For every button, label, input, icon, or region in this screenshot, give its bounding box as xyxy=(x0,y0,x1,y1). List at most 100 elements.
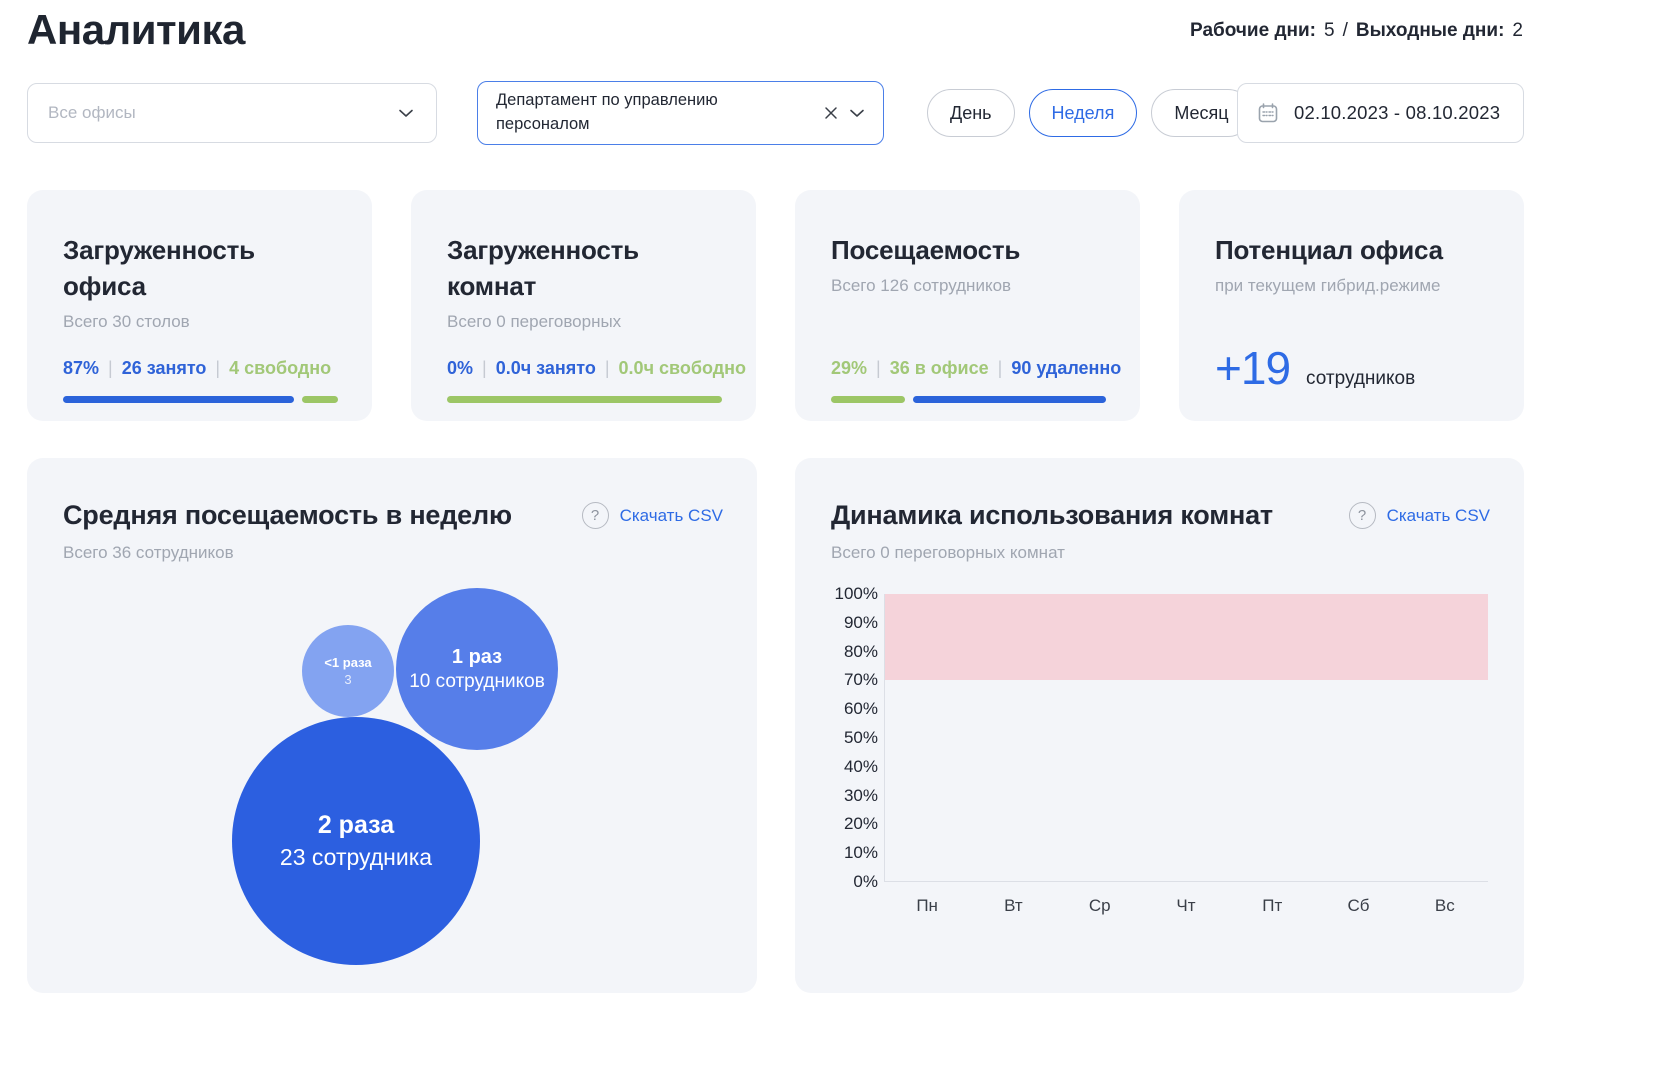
target-zone-band xyxy=(885,594,1488,680)
download-csv-link[interactable]: Скачать CSV xyxy=(619,505,723,525)
progress-bar xyxy=(831,396,1106,403)
download-csv-link[interactable]: Скачать CSV xyxy=(1386,505,1490,525)
stat-free: 0.0ч свободно xyxy=(618,358,747,378)
potential-unit: сотрудников xyxy=(1306,368,1416,389)
period-month-button[interactable]: Месяц xyxy=(1151,89,1252,137)
office-select[interactable]: Все офисы xyxy=(27,83,437,143)
stat-divider: | xyxy=(876,358,881,378)
stat-divider: | xyxy=(215,358,221,378)
chevron-down-icon xyxy=(396,103,416,123)
panel-header: Средняя посещаемость в неделю ? Скачать … xyxy=(63,500,723,531)
period-day-button[interactable]: День xyxy=(927,89,1015,137)
help-icon[interactable]: ? xyxy=(581,502,609,529)
stat-divider: | xyxy=(482,358,487,378)
progress-bar xyxy=(447,396,722,403)
card-subtitle: Всего 126 сотрудников xyxy=(831,276,1012,295)
stat-card-attendance: Посещаемость Всего 126 сотрудников 29% |… xyxy=(795,190,1140,421)
y-tick: 0% xyxy=(853,872,878,891)
bubble-value: 3 xyxy=(344,672,352,687)
y-tick: 20% xyxy=(843,814,878,833)
department-select-value: Департамент по управлению персоналом xyxy=(496,91,718,133)
period-week-button[interactable]: Неделя xyxy=(1028,89,1138,137)
stat-cards-row: Загруженность офиса Всего 30 столов 87% … xyxy=(27,190,1524,421)
card-stats: 29% | 36 в офисе | 90 удаленно xyxy=(831,358,1121,379)
progress-segment-blue xyxy=(913,396,1106,403)
card-subtitle: Всего 30 столов xyxy=(63,312,190,331)
calendar-icon xyxy=(1256,101,1280,125)
office-select-placeholder: Все офисы xyxy=(48,103,136,122)
y-tick: 90% xyxy=(843,613,878,632)
y-tick: 30% xyxy=(843,786,878,805)
x-tick: Вт xyxy=(1004,896,1023,915)
stat-pct: 29% xyxy=(831,358,868,378)
attendance-panel: Средняя посещаемость в неделю ? Скачать … xyxy=(27,458,757,993)
days-summary: Рабочие дни: 5 / Выходные дни: 2 xyxy=(1190,20,1523,42)
date-range-picker[interactable]: 02.10.2023 - 08.10.2023 xyxy=(1237,83,1524,143)
period-switcher: День Неделя Месяц xyxy=(927,89,1252,137)
weekends-value: 2 xyxy=(1512,20,1523,41)
x-tick: Ср xyxy=(1088,896,1111,915)
department-select[interactable]: Департамент по управлению персоналом xyxy=(477,81,884,145)
workdays-value: 5 xyxy=(1324,20,1335,41)
x-axis: Пн Вт Ср Чт Пт Сб Вс xyxy=(884,896,1488,916)
bubble-label: 2 раза xyxy=(317,811,395,839)
help-icon[interactable]: ? xyxy=(1348,502,1376,529)
panel-subtitle: Всего 36 сотрудников xyxy=(63,543,234,562)
x-tick: Пт xyxy=(1262,896,1283,915)
y-tick: 100% xyxy=(834,584,878,603)
card-stats: 0% | 0.0ч занято | 0.0ч свободно xyxy=(447,358,746,379)
x-tick: Вс xyxy=(1434,896,1455,915)
progress-segment-green xyxy=(831,396,906,403)
date-range-value: 02.10.2023 - 08.10.2023 xyxy=(1294,102,1501,123)
card-subtitle: Всего 0 переговорных xyxy=(447,312,622,331)
csv-actions: ? Скачать CSV xyxy=(581,502,723,529)
card-subtitle: при текущем гибрид.режиме xyxy=(1215,276,1441,295)
stat-card-potential: Потенциал офиса при текущем гибрид.режим… xyxy=(1179,190,1524,421)
stat-free: 4 свободно xyxy=(229,358,332,378)
plot-area xyxy=(884,594,1488,882)
x-tick: Сб xyxy=(1347,896,1370,915)
y-tick: 70% xyxy=(843,670,878,689)
weekends-label: Выходные дни: xyxy=(1355,20,1505,41)
stat-card-rooms-load: Загруженность комнат Всего 0 переговорны… xyxy=(411,190,756,421)
bubble-chart: <1 раза 3 1 раз 10 сотрудников 2 раза 23… xyxy=(27,458,757,993)
panel-subtitle: Всего 0 переговорных комнат xyxy=(831,543,1065,562)
workdays-label: Рабочие дни: xyxy=(1190,20,1316,41)
stat-divider: | xyxy=(108,358,113,378)
progress-segment-blue xyxy=(63,396,294,403)
stat-divider: | xyxy=(997,358,1003,378)
bubble-lt1[interactable]: <1 раза 3 xyxy=(302,625,394,717)
panel-title: Средняя посещаемость в неделю xyxy=(63,500,512,530)
progress-segment-green xyxy=(302,396,338,403)
stat-card-office-load: Загруженность офиса Всего 30 столов 87% … xyxy=(27,190,372,421)
rooms-panel: Динамика использования комнат ? Скачать … xyxy=(795,458,1524,993)
card-title: Потенциал офиса xyxy=(1215,235,1443,265)
card-stats: 87% | 26 занято | 4 свободно xyxy=(63,358,338,379)
card-title: Загруженность комнат xyxy=(447,235,639,301)
x-tick: Чт xyxy=(1176,896,1196,915)
chevron-down-icon[interactable] xyxy=(847,103,867,123)
bubble-label: 1 раз xyxy=(451,645,503,668)
bubble-1[interactable]: 1 раз 10 сотрудников xyxy=(396,588,558,750)
y-axis: 100% 90% 80% 70% 60% 50% 40% 30% 20% 10%… xyxy=(795,584,878,891)
bubble-label: <1 раза xyxy=(324,655,372,670)
potential-value-line: +19 сотрудников xyxy=(1215,341,1490,407)
x-tick: Пн xyxy=(916,896,938,915)
page-title: Аналитика xyxy=(27,6,245,53)
bubble-2[interactable]: 2 раза 23 сотрудника xyxy=(232,717,480,965)
csv-actions: ? Скачать CSV xyxy=(1348,502,1490,529)
clear-selection-icon[interactable] xyxy=(821,103,841,123)
progress-bar xyxy=(63,396,338,403)
bubble-value: 10 сотрудников xyxy=(409,670,545,692)
stat-pct: 87% xyxy=(63,358,100,378)
y-tick: 80% xyxy=(843,642,878,661)
days-separator: / xyxy=(1342,20,1348,41)
stat-pct: 0% xyxy=(447,358,474,378)
y-tick: 60% xyxy=(843,699,878,718)
card-title: Посещаемость xyxy=(831,235,1021,265)
stat-divider: | xyxy=(604,358,610,378)
stat-occupied: 0.0ч занято xyxy=(495,358,596,378)
rooms-usage-chart: 100% 90% 80% 70% 60% 50% 40% 30% 20% 10%… xyxy=(795,458,1524,993)
progress-segment-green xyxy=(447,396,722,403)
